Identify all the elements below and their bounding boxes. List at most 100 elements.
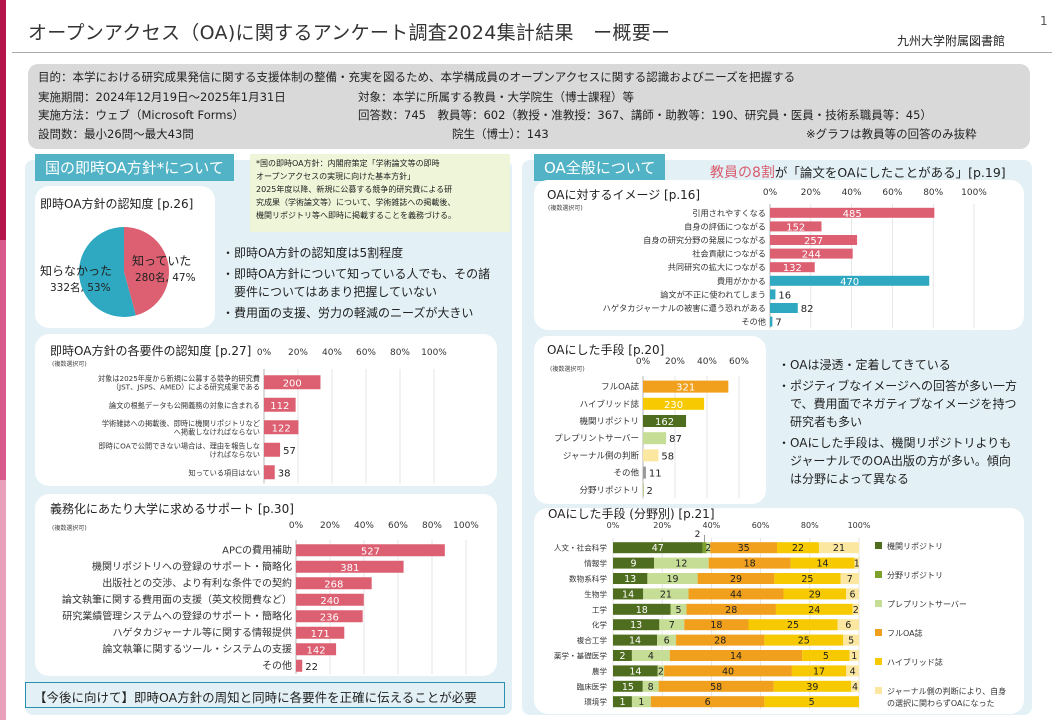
header-divider (12, 52, 1052, 53)
bar (643, 380, 729, 393)
data-label: 6 (705, 697, 711, 708)
category-label: 論文の根拠データも公開義務の対象に含まれる (109, 401, 260, 410)
support-card (35, 494, 497, 676)
bar (296, 610, 363, 623)
bar (770, 289, 776, 300)
footnote-line: 究成果（学術論文等）について、学術雑誌への掲載後、 (256, 198, 456, 207)
data-label: 29 (809, 589, 821, 600)
data-label: 7 (669, 620, 675, 631)
data-label: 381 (340, 563, 359, 574)
sidebar-accent-mid (0, 240, 6, 480)
data-label: 132 (783, 263, 802, 274)
category-label: 費用がかかる (717, 276, 766, 286)
category-label: 情報学 (584, 558, 607, 568)
stacked-segment (613, 573, 648, 584)
data-label: 24 (808, 605, 820, 616)
stacked-segment (613, 650, 632, 661)
image-title: OAに対するイメージ [p.16] (547, 188, 701, 202)
legend-label: ジャーナル側の判断により、自身 (887, 686, 1006, 696)
axis-tick-label: 60% (752, 521, 770, 530)
stacked-segment (670, 603, 687, 615)
data-label: 2 (853, 605, 859, 616)
data-label: 7 (847, 574, 853, 585)
data-label: 112 (270, 401, 289, 412)
bar (296, 593, 364, 606)
stacked-segment (684, 619, 749, 631)
emphasis-red: 8割 (752, 165, 775, 181)
stacked-segment (849, 650, 859, 661)
category-label: 学術雑誌への掲載後、即時に機関リポジトリなど (102, 419, 260, 428)
axis-tick-label: 0% (289, 521, 304, 531)
category-label: プレプリントサーバー (554, 434, 639, 444)
summary-responses: 回答数：745 教員等：602（教授・准教授：367、講師・助教等：190、研究… (358, 108, 932, 122)
legend-label: ハイブリッド誌 (887, 657, 943, 667)
category-label: 環境学 (584, 697, 607, 707)
axis-tick-label: 60% (356, 348, 376, 358)
axis-tick-label: 80% (801, 521, 819, 530)
footnote-line: オープンアクセスの実現に向けた基本方針」 (256, 172, 416, 181)
stacked-segment (840, 573, 859, 584)
stacked-segment (657, 634, 677, 646)
data-label: 7 (775, 318, 781, 329)
stacked-segment (775, 603, 853, 615)
bar (770, 235, 858, 245)
stacked-segment (773, 680, 852, 692)
data-label: 13 (624, 574, 636, 585)
stacked-segment (843, 634, 859, 646)
category-label: ジャーナル側の判断 (563, 450, 640, 461)
stacked-segment (802, 650, 850, 661)
axis-tick-label: 20% (665, 357, 685, 367)
axis-tick-label: 60% (882, 188, 902, 198)
stacked-segment (613, 557, 654, 569)
stacked-segment (852, 603, 859, 615)
stacked-segment (748, 619, 838, 631)
bar (643, 449, 659, 462)
bar (770, 262, 815, 273)
category-label: （JST、JSPS、AMED）による研究成果である (112, 383, 260, 392)
category-label: ハゲタカジャーナルの被害に遭う恐れがある (603, 303, 766, 313)
data-label: 58 (710, 682, 722, 693)
support-title: 義務化にあたり大学に求めるサポート [p.30] (50, 502, 294, 516)
data-label: 1 (619, 697, 625, 708)
pie-slice-unknown (79, 227, 136, 317)
stacked-segment (613, 588, 644, 600)
data-label: 15 (622, 682, 634, 693)
data-label: 14 (817, 559, 829, 570)
bullet-item: ・即時OA方針について知っている人でも、その諸要件についてはあまり把握していない (222, 267, 491, 299)
stacked-segment (774, 573, 841, 584)
bar (643, 432, 667, 445)
pie-slice-known (124, 227, 170, 316)
data-label: 2 (705, 543, 711, 554)
pie-known-value: 280名, 47% (135, 272, 196, 284)
bullet-text: OAは浸透・定着してきている (790, 358, 951, 372)
data-label: 5 (675, 605, 681, 616)
bar (643, 483, 644, 496)
bullet-text: 費用面の支援、労力の軽減のニーズが大きい (234, 306, 474, 320)
bar (296, 643, 337, 656)
stacked-segment (643, 588, 689, 600)
multi-select-note: (複数選択可) (52, 525, 87, 532)
bullet-text: OAにした手段は、機関リポジトリよりもジャーナルでのOA出版の方が多い。傾向は分… (790, 436, 1012, 486)
legend-swatch (875, 629, 882, 636)
emphasis-pre: 教員の (710, 165, 752, 181)
data-label: 162 (655, 417, 674, 428)
bar (264, 442, 281, 457)
data-label: 230 (664, 400, 683, 411)
page-number: 1 (1040, 14, 1048, 28)
stacked-segment (613, 634, 658, 646)
data-label: 57 (283, 446, 296, 457)
stacked-segment (613, 603, 671, 615)
legend-swatch (875, 600, 882, 607)
means-chart: 0% 20% 40% 60% フルOA誌 321 ハイブリッド誌 230 機関リポジトリ 162 プ… (554, 357, 749, 499)
stacked-segment (659, 619, 685, 631)
stacked-segment (791, 665, 847, 677)
axis-tick-label: 0% (257, 348, 272, 358)
data-label: 152 (786, 222, 805, 233)
data-label: 14 (629, 636, 641, 647)
data-label: 14 (730, 651, 742, 662)
data-label: 29 (730, 574, 742, 585)
left-section-header: 国の即時OA方針*について (35, 154, 234, 181)
data-label: 25 (798, 636, 810, 647)
axis-tick-label: 60% (729, 357, 749, 367)
sidebar-accent-bottom (0, 480, 6, 720)
